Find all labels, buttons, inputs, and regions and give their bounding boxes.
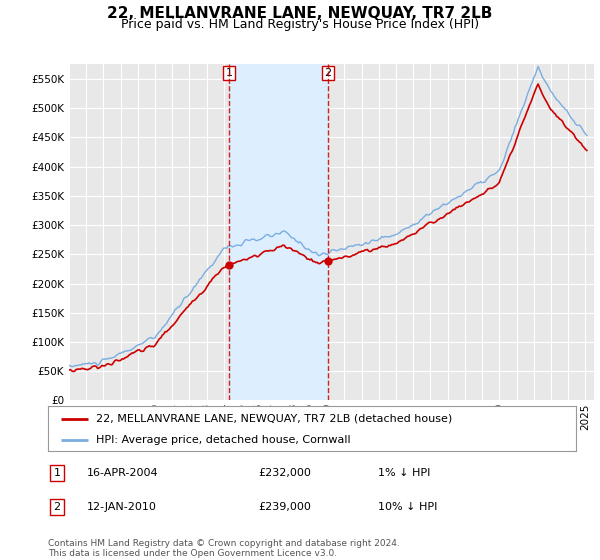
Text: 1: 1 (53, 468, 61, 478)
Text: 1% ↓ HPI: 1% ↓ HPI (378, 468, 430, 478)
Text: 10% ↓ HPI: 10% ↓ HPI (378, 502, 437, 512)
Bar (229, 64, 328, 400)
Text: 12-JAN-2010: 12-JAN-2010 (87, 502, 157, 512)
Text: £232,000: £232,000 (258, 468, 311, 478)
Text: HPI: Average price, detached house, Cornwall: HPI: Average price, detached house, Corn… (95, 435, 350, 445)
Text: 22, MELLANVRANE LANE, NEWQUAY, TR7 2LB (detached house): 22, MELLANVRANE LANE, NEWQUAY, TR7 2LB (… (95, 413, 452, 423)
Text: £239,000: £239,000 (258, 502, 311, 512)
Text: 2: 2 (325, 68, 331, 78)
Text: Contains HM Land Registry data © Crown copyright and database right 2024.
This d: Contains HM Land Registry data © Crown c… (48, 539, 400, 558)
Text: 2: 2 (53, 502, 61, 512)
Text: 16-APR-2004: 16-APR-2004 (87, 468, 158, 478)
Text: 1: 1 (226, 68, 232, 78)
Text: 22, MELLANVRANE LANE, NEWQUAY, TR7 2LB: 22, MELLANVRANE LANE, NEWQUAY, TR7 2LB (107, 6, 493, 21)
Text: Price paid vs. HM Land Registry's House Price Index (HPI): Price paid vs. HM Land Registry's House … (121, 18, 479, 31)
